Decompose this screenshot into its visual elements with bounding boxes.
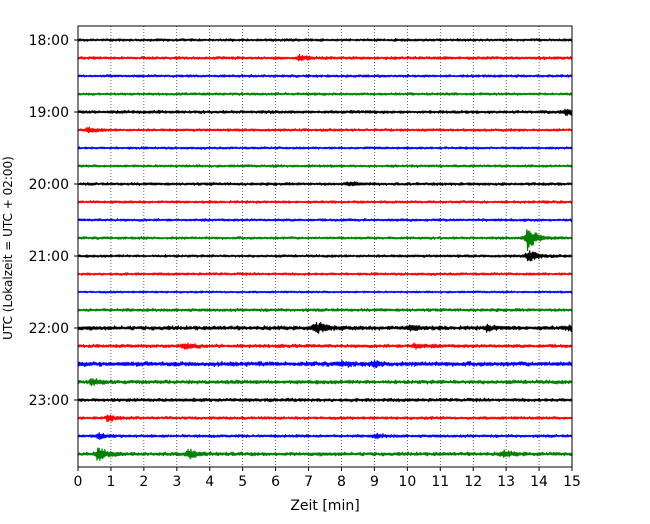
x-tick-label-0: 0 <box>74 474 83 490</box>
x-tick-label-10: 10 <box>398 474 416 490</box>
plot-frame <box>77 25 573 468</box>
x-tick-label-12: 12 <box>464 474 482 490</box>
x-tick-label-1: 1 <box>106 474 115 490</box>
trace-2215 <box>77 342 573 350</box>
y-tick-label-0: 18:00 <box>29 33 69 49</box>
trace-1815 <box>77 54 573 62</box>
trace-1830 <box>77 74 573 78</box>
trace-2115 <box>77 272 573 276</box>
y-tick-label-4: 22:00 <box>29 321 69 337</box>
trace-layer <box>77 38 573 462</box>
trace-2045 <box>77 229 573 252</box>
trace-1915 <box>77 126 573 134</box>
x-tick-label-2: 2 <box>139 474 148 490</box>
y-tick-label-3: 21:00 <box>29 249 69 265</box>
trace-2030 <box>77 218 573 222</box>
trace-2330 <box>77 432 573 440</box>
trace-2145 <box>77 307 573 313</box>
x-tick-label-6: 6 <box>271 474 280 490</box>
trace-1930 <box>77 146 573 150</box>
trace-2200 <box>77 321 573 334</box>
x-tick-label-3: 3 <box>172 474 181 490</box>
trace-2315 <box>77 414 573 422</box>
x-axis-label: Zeit [min] <box>290 498 359 514</box>
axes-layer: 0 1 2 3 4 5 6 7 8 9 10 11 12 13 14 1518:0019:0020:0021:… <box>29 25 581 490</box>
trace-2015 <box>77 200 573 204</box>
y-tick-label-2: 20:00 <box>29 177 69 193</box>
trace-2100 <box>77 250 573 262</box>
trace-1900 <box>77 108 573 117</box>
y-tick-label-1: 19:00 <box>29 105 69 121</box>
trace-1845 <box>77 92 573 96</box>
x-tick-label-4: 4 <box>205 474 214 490</box>
trace-1800 <box>77 38 573 42</box>
trace-1945 <box>77 164 573 168</box>
trace-2000 <box>77 181 573 187</box>
x-tick-label-9: 9 <box>370 474 379 490</box>
x-tick-label-15: 15 <box>563 474 581 490</box>
trace-2345 <box>77 447 573 462</box>
trace-2300 <box>77 397 573 403</box>
x-tick-label-11: 11 <box>431 474 449 490</box>
x-tick-label-7: 7 <box>304 474 313 490</box>
trace-2230 <box>77 359 573 369</box>
x-tick-label-8: 8 <box>337 474 346 490</box>
y-axis-label: UTC (Lokalzeit = UTC + 02:00) <box>1 156 15 340</box>
x-tick-label-5: 5 <box>238 474 247 490</box>
trace-2130 <box>77 290 573 294</box>
x-tick-label-13: 13 <box>497 474 515 490</box>
trace-2245 <box>77 378 573 387</box>
y-tick-label-5: 23:00 <box>29 393 69 409</box>
x-tick-label-14: 14 <box>530 474 548 490</box>
